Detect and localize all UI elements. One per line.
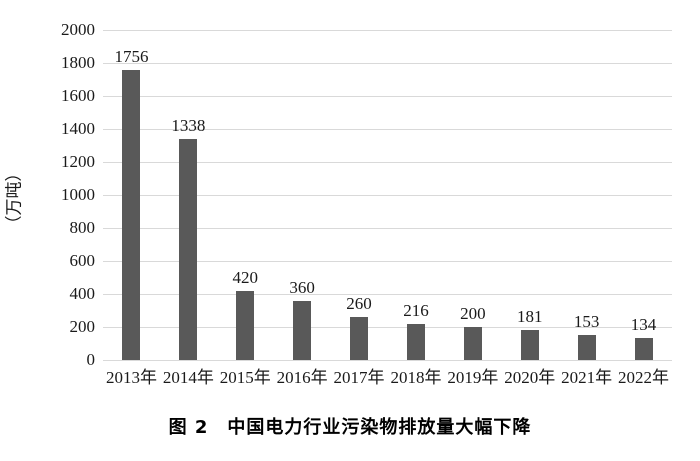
bar-value-label: 420 <box>232 267 259 287</box>
bar <box>463 327 482 360</box>
bar-value-label: 200 <box>460 304 486 323</box>
bar <box>293 300 312 360</box>
y-axis-title: （万吨） <box>4 164 24 233</box>
x-tick-label: 2018年 <box>390 368 442 387</box>
bar-value-label: 153 <box>573 311 600 331</box>
y-tick-label: 200 <box>69 317 96 336</box>
bar <box>236 290 255 360</box>
gridline <box>103 360 672 361</box>
gridline <box>103 195 672 196</box>
y-tick-label: 2000 <box>61 20 95 39</box>
bar-value-label: 360 <box>289 277 315 297</box>
gridline <box>103 63 672 64</box>
bar-value-label: 260 <box>346 294 372 314</box>
bar-value-label: 1338 <box>171 116 206 136</box>
gridline <box>103 162 672 163</box>
bar <box>406 324 425 360</box>
y-tick-label: 1200 <box>61 152 95 171</box>
gridline <box>103 327 672 328</box>
x-tick-label: 2015年 <box>219 368 271 387</box>
x-tick-label: 2014年 <box>162 368 214 387</box>
bar <box>520 330 539 360</box>
y-tick-label: 1400 <box>61 119 95 138</box>
bar-value-label: 181 <box>517 307 543 327</box>
x-tick-label: 2013年 <box>105 368 157 387</box>
bar <box>577 334 596 360</box>
x-tick-label: 2019年 <box>447 368 499 387</box>
y-tick-label: 400 <box>69 284 96 303</box>
chart-caption: 图 2 中国电力行业污染物排放量大幅下降 <box>168 417 532 438</box>
gridline <box>103 129 672 130</box>
gridline <box>103 294 672 295</box>
gridline <box>103 228 672 229</box>
gridline <box>103 261 672 262</box>
x-tick-label: 2021年 <box>561 368 613 387</box>
y-tick-label: 800 <box>69 218 96 237</box>
bar-value-label: 134 <box>630 314 657 334</box>
bar-value-label: 216 <box>403 301 429 321</box>
x-tick-label: 2017年 <box>333 368 385 387</box>
y-tick-label: 600 <box>69 251 96 270</box>
x-tick-label: 2016年 <box>276 368 328 387</box>
bar <box>634 337 653 360</box>
plot-area: 1756 1338 420 360 260 216 200 181 153 134 <box>103 30 672 361</box>
y-tick-label: 0 <box>86 350 96 369</box>
bar <box>122 70 141 360</box>
bar <box>179 139 198 360</box>
y-tick-label: 1600 <box>61 86 95 105</box>
gridline <box>103 30 672 31</box>
bar-value-label: 1756 <box>114 47 149 67</box>
x-tick-label: 2020年 <box>504 368 556 387</box>
bar <box>350 317 369 360</box>
x-tick-label: 2022年 <box>618 368 670 387</box>
y-tick-label: 1800 <box>61 53 95 72</box>
y-tick-label: 1000 <box>61 185 95 204</box>
gridline <box>103 96 672 97</box>
